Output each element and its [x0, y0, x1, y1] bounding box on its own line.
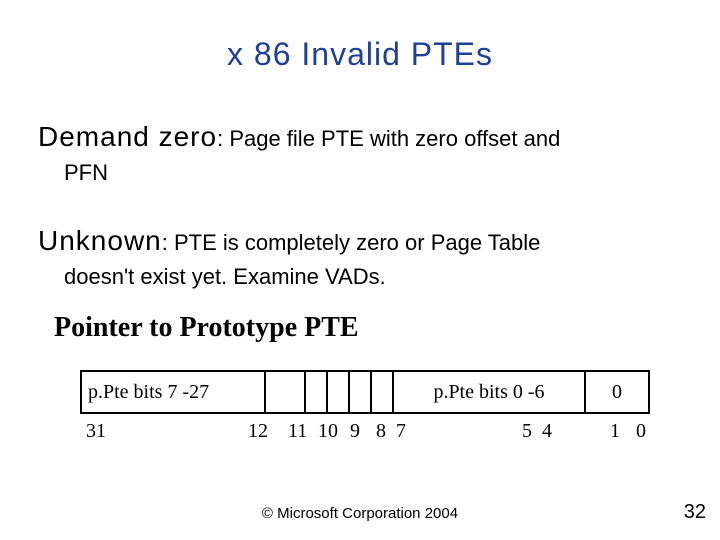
cell-bit-9: [348, 370, 370, 414]
cell-bit-12: [264, 370, 304, 414]
pte-field-row: p.Pte bits 7 -27 p.Pte bits 0 -6 0: [80, 370, 650, 414]
body-demand-zero: : Page file PTE with zero offset and: [217, 126, 560, 151]
bit-label: 8: [376, 420, 386, 443]
bit-label: 9: [350, 420, 360, 443]
heading-pointer-to-prototype: Pointer to Prototype PTE: [54, 312, 359, 344]
body-unknown: : PTE is completely zero or Page Table: [162, 230, 541, 255]
bullet-demand-zero: Demand zero: Page file PTE with zero off…: [38, 118, 678, 187]
pte-diagram: p.Pte bits 7 -27 p.Pte bits 0 -6 0 31 12 1…: [80, 370, 650, 444]
slide: x 86 Invalid PTEs Demand zero: Page file…: [0, 0, 720, 540]
bit-label: 1: [610, 420, 620, 443]
page-number: 32: [684, 501, 706, 524]
cell-bits-0-6: p.Pte bits 0 -6: [392, 370, 584, 414]
bit-label: 10: [318, 420, 338, 443]
bullet-unknown: Unknown: PTE is completely zero or Page …: [38, 222, 678, 291]
cell-valid-bit: 0: [584, 370, 650, 414]
bit-label: 4: [542, 420, 552, 443]
bit-label: 11: [288, 420, 307, 443]
cell-bit-10: [326, 370, 348, 414]
bit-label: 31: [86, 420, 106, 443]
slide-title: x 86 Invalid PTEs: [0, 36, 720, 73]
term-unknown: Unknown: [38, 225, 162, 256]
cell-bit-8: [370, 370, 392, 414]
bit-label: 5: [522, 420, 532, 443]
cell-bits-7-27: p.Pte bits 7 -27: [80, 370, 264, 414]
pte-bit-labels: 311211109875410: [80, 414, 650, 444]
cont-demand-zero: PFN: [64, 158, 678, 188]
bit-label: 7: [396, 420, 406, 443]
copyright-text: © Microsoft Corporation 2004: [0, 505, 720, 522]
term-demand-zero: Demand zero: [38, 121, 217, 152]
cont-unknown: doesn't exist yet. Examine VADs.: [64, 262, 678, 292]
bit-label: 0: [636, 420, 646, 443]
bit-label: 12: [248, 420, 268, 443]
cell-bit-11: [304, 370, 326, 414]
